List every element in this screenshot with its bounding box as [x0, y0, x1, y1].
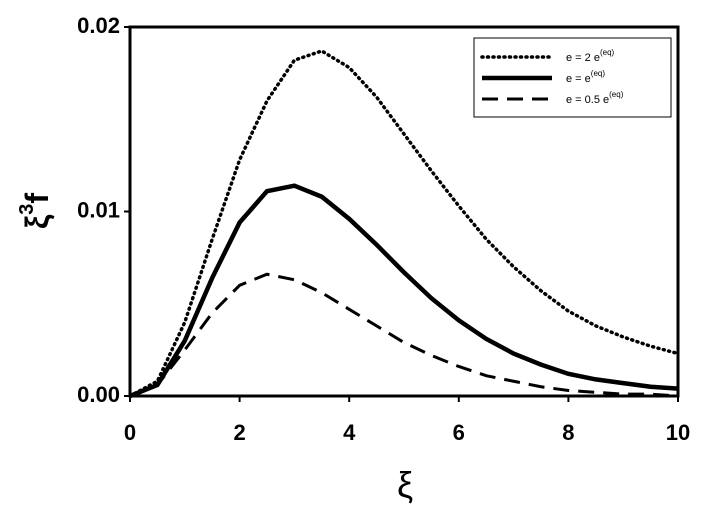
series-line — [129, 272, 679, 398]
legend-label: e = e(eq) — [566, 69, 605, 85]
y-label-tail: f — [19, 193, 55, 204]
legend-label: e = 0.5 e(eq) — [566, 90, 624, 106]
y-label-base: ξ — [19, 214, 55, 229]
legend-sup: (eq) — [600, 48, 615, 57]
legend-name: e = 2 e — [566, 52, 600, 64]
series-line — [128, 49, 680, 398]
legend-label: e = 2 e(eq) — [566, 48, 615, 64]
x-tick-label: 6 — [453, 420, 465, 445]
plot-frame — [128, 25, 680, 398]
series-line — [129, 183, 679, 399]
legend-name: e = e — [566, 73, 591, 85]
legend-sup: (eq) — [609, 90, 624, 99]
y-label-sup: 3 — [16, 204, 38, 215]
y-tick-label: 0.01 — [77, 197, 120, 222]
x-tick-label: 2 — [233, 420, 245, 445]
x-axis-label: ξ — [397, 465, 413, 506]
legend-name: e = 0.5 e — [566, 94, 609, 106]
x-tick-label: 0 — [124, 420, 136, 445]
legend-sup: (eq) — [591, 69, 606, 78]
x-tick-label: 8 — [562, 420, 574, 445]
x-tick-label: 4 — [343, 420, 356, 445]
y-axis-label: ξ3f — [16, 193, 55, 229]
x-tick-label: 10 — [666, 420, 690, 445]
y-tick-label: 0.00 — [77, 382, 120, 407]
legend: e = 2 e(eq)e = e(eq)e = 0.5 e(eq) — [473, 37, 672, 118]
y-tick-label: 0.02 — [77, 13, 120, 38]
